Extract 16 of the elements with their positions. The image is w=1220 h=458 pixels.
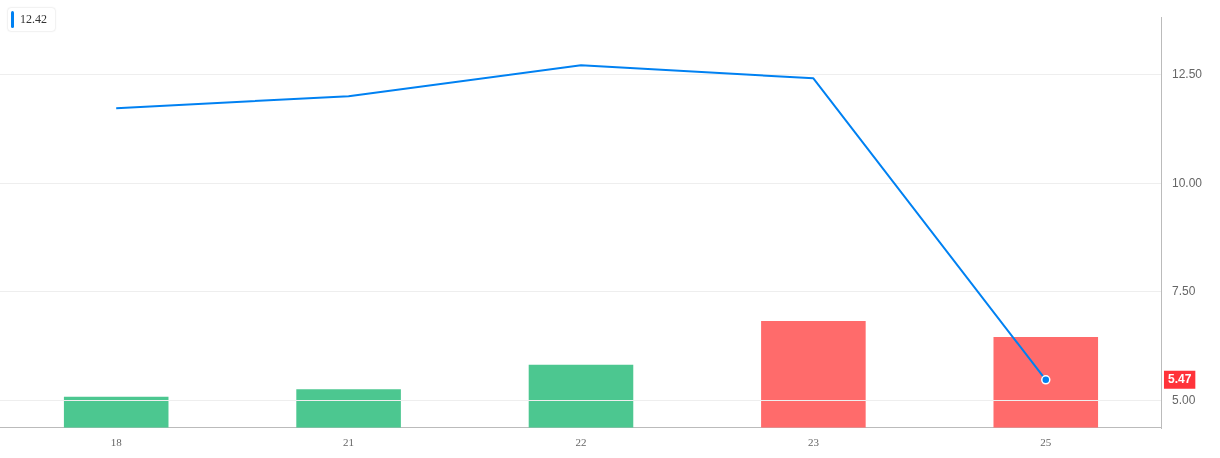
bar <box>528 364 634 428</box>
bar <box>993 337 1099 428</box>
x-tick-label: 23 <box>807 436 820 449</box>
x-tick-label: 21 <box>343 436 355 449</box>
y-tick-label: 7.50 <box>1171 284 1196 299</box>
bar <box>63 397 169 428</box>
x-tick-label: 18 <box>110 436 123 449</box>
y-tick-label: 12.50 <box>1171 67 1203 82</box>
y-tick-label: 10.00 <box>1171 175 1203 190</box>
bar <box>296 389 401 428</box>
x-tick-label: 22 <box>575 436 587 449</box>
text: 5.47 <box>1167 372 1192 387</box>
bar <box>761 321 866 428</box>
x-tick-label: 25 <box>1040 436 1052 449</box>
y-tick-label: 5.00 <box>1171 392 1196 407</box>
annotation: 12.42 <box>20 12 47 26</box>
